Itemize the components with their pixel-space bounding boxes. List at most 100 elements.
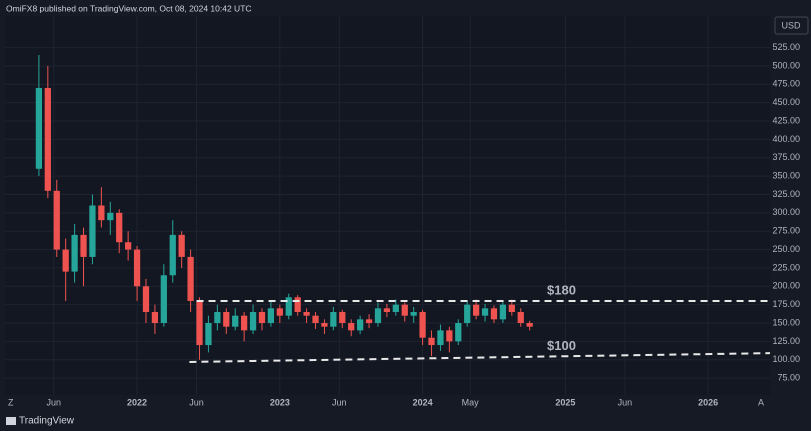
y-tick-label: 300.00: [772, 207, 800, 217]
x-tick-label: 2023: [270, 397, 290, 407]
y-tick-label: 275.00: [772, 226, 800, 236]
candle-body: [303, 312, 310, 316]
candle-body: [62, 249, 69, 272]
price-axis: 75.00 100.00 125.00 150.00 175.00 200.00 225.0…: [772, 42, 800, 383]
x-tick-label: Jun: [618, 397, 633, 407]
plot-area: [5, 16, 770, 395]
y-tick-label: 150.00: [772, 317, 800, 327]
candle-body: [116, 212, 123, 243]
candle-body: [35, 87, 43, 169]
candle-body: [339, 312, 346, 324]
y-tick-label: 475.00: [772, 79, 800, 89]
y-tick-label: 425.00: [772, 115, 800, 125]
candle-body: [473, 304, 480, 316]
candle-body: [44, 87, 51, 191]
x-tick-label: 2024: [413, 397, 433, 407]
candle-body: [383, 308, 391, 313]
y-tick-label: 450.00: [772, 97, 800, 107]
candle-body: [125, 242, 132, 250]
x-axis: Jun2022Jun2023Jun2024May2025Jun2026Ju: [47, 397, 785, 407]
y-tick-label: 500.00: [772, 60, 800, 70]
level-label: $100: [547, 338, 576, 353]
candle-body: [455, 323, 462, 342]
x-tick-label: Jun: [189, 397, 204, 407]
currency-label: USD: [781, 20, 801, 30]
candle-body: [241, 315, 248, 331]
y-tick-label: 525.00: [772, 42, 800, 52]
y-tick-label: 125.00: [772, 336, 800, 346]
corner-button[interactable]: Z: [8, 397, 14, 407]
candle-body: [133, 249, 141, 287]
candle-body: [169, 234, 176, 276]
candles: [35, 54, 770, 363]
candle-body: [160, 275, 167, 324]
candle-body: [223, 312, 230, 327]
candle-body: [437, 330, 444, 346]
candle-body: [401, 304, 408, 316]
y-tick-label: 100.00: [772, 354, 800, 364]
candle-body: [499, 304, 507, 320]
y-tick-label: 350.00: [772, 170, 800, 180]
candle-body: [464, 304, 471, 324]
y-tick-label: 375.00: [772, 152, 800, 162]
candle-body: [294, 297, 301, 313]
x-tick-label: Jun: [332, 397, 347, 407]
candle-body: [258, 312, 266, 324]
candle-body: [481, 308, 489, 316]
publish-header: OmiFX8 published on TradingView.com, Oct…: [6, 3, 252, 13]
candle-body: [526, 323, 533, 327]
x-tick-label: May: [462, 397, 480, 407]
x-tick-label: 2025: [555, 397, 575, 407]
candle-body: [312, 315, 319, 324]
candle-body: [71, 234, 78, 272]
candle-body: [419, 312, 426, 338]
candle-body: [517, 312, 524, 324]
candle-body: [214, 312, 221, 324]
candle-body: [89, 205, 96, 257]
x-tick-label: Jun: [47, 397, 62, 407]
candle-body: [98, 205, 105, 221]
y-tick-label: 325.00: [772, 189, 800, 199]
currency-box: [774, 16, 809, 35]
candle-body: [285, 297, 292, 316]
candle-body: [508, 304, 515, 313]
candle-body: [321, 323, 328, 327]
level-label: $180: [547, 282, 576, 297]
candle-body: [178, 234, 185, 257]
level-line: [189, 352, 770, 363]
candle-body: [249, 312, 257, 331]
candle-body: [392, 304, 399, 313]
candle-body: [196, 300, 203, 346]
candle-body: [142, 286, 150, 313]
candle-body: [490, 308, 498, 320]
candle-body: [357, 319, 364, 331]
y-tick-label: 75.00: [777, 372, 800, 382]
candle-body: [276, 308, 283, 316]
candle-body: [374, 308, 382, 324]
brand-name: TradingView: [19, 416, 75, 427]
candle-body: [446, 330, 453, 342]
candle-body: [410, 312, 417, 316]
candle-body: [365, 319, 373, 324]
grid: [5, 16, 770, 395]
candle-body: [330, 312, 337, 327]
candle-body: [428, 337, 435, 346]
y-tick-label: 225.00: [772, 262, 800, 272]
candle-body: [151, 312, 159, 324]
x-tick-label: 2026: [698, 397, 718, 407]
candle-body: [53, 190, 60, 250]
corner-button[interactable]: A: [758, 397, 764, 407]
y-tick-label: 200.00: [772, 281, 800, 291]
y-tick-label: 250.00: [772, 244, 800, 254]
price-axis-panel: [770, 16, 811, 411]
candle-body: [205, 323, 212, 346]
x-tick-label: 2022: [127, 397, 147, 407]
y-tick-label: 175.00: [772, 299, 800, 309]
candle-body: [267, 308, 275, 324]
candle-body: [348, 323, 355, 331]
candle-body: [187, 256, 194, 301]
y-tick-label: 400.00: [772, 134, 800, 144]
brand-logo: [6, 417, 16, 425]
candle-body: [107, 212, 114, 221]
